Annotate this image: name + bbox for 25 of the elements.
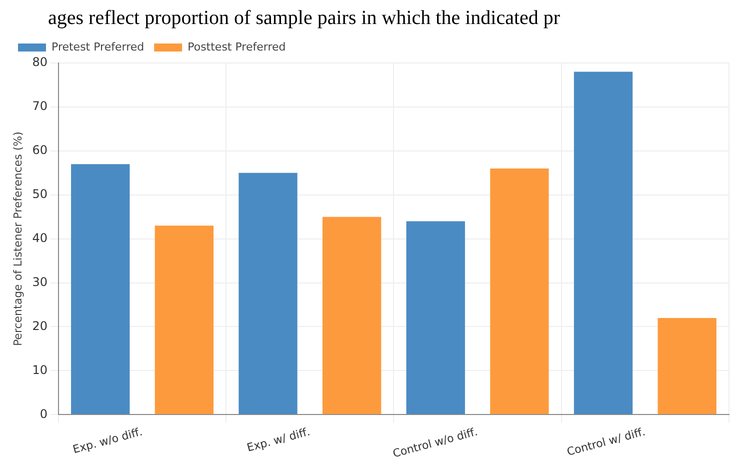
bar [154, 226, 214, 414]
y-tick-label: 80 [32, 55, 48, 70]
y-tick-label: 70 [32, 99, 48, 114]
legend-label: Posttest Preferred [188, 40, 286, 54]
x-tick-label: Exp. w/o diff. [71, 425, 144, 456]
bar [574, 72, 633, 414]
x-tick-label: Exp. w/ diff. [246, 425, 312, 454]
y-tick-label: 30 [32, 274, 48, 289]
y-tick-label: 50 [32, 186, 48, 201]
y-tick-label: 0 [40, 406, 48, 421]
bar [406, 221, 465, 414]
bar [322, 216, 382, 414]
x-tick-label: Control w/ diff. [566, 425, 647, 459]
x-tick-label: Control w/o diff. [391, 425, 480, 460]
y-tick-label: 10 [32, 362, 48, 377]
bar [490, 168, 549, 414]
legend-label: Pretest Preferred [52, 40, 144, 54]
y-axis-title: Percentage of Listener Preferences (%) [11, 132, 24, 346]
y-tick-label: 40 [32, 230, 48, 245]
y-tick-label: 20 [32, 318, 48, 333]
bar [71, 164, 130, 414]
bar [238, 172, 298, 414]
chart-title: ages reflect proportion of sample pairs in which the indicated pr [47, 7, 562, 29]
y-tick-label: 60 [32, 143, 48, 158]
bar [658, 318, 716, 414]
